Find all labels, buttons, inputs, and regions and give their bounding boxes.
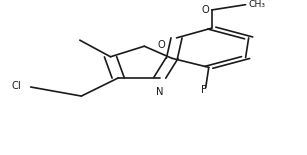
Text: F: F [201,85,207,95]
Text: O: O [157,40,165,50]
Text: Cl: Cl [12,81,21,91]
Text: N: N [156,87,163,97]
Text: O: O [201,5,209,15]
Text: CH₃: CH₃ [249,0,266,9]
